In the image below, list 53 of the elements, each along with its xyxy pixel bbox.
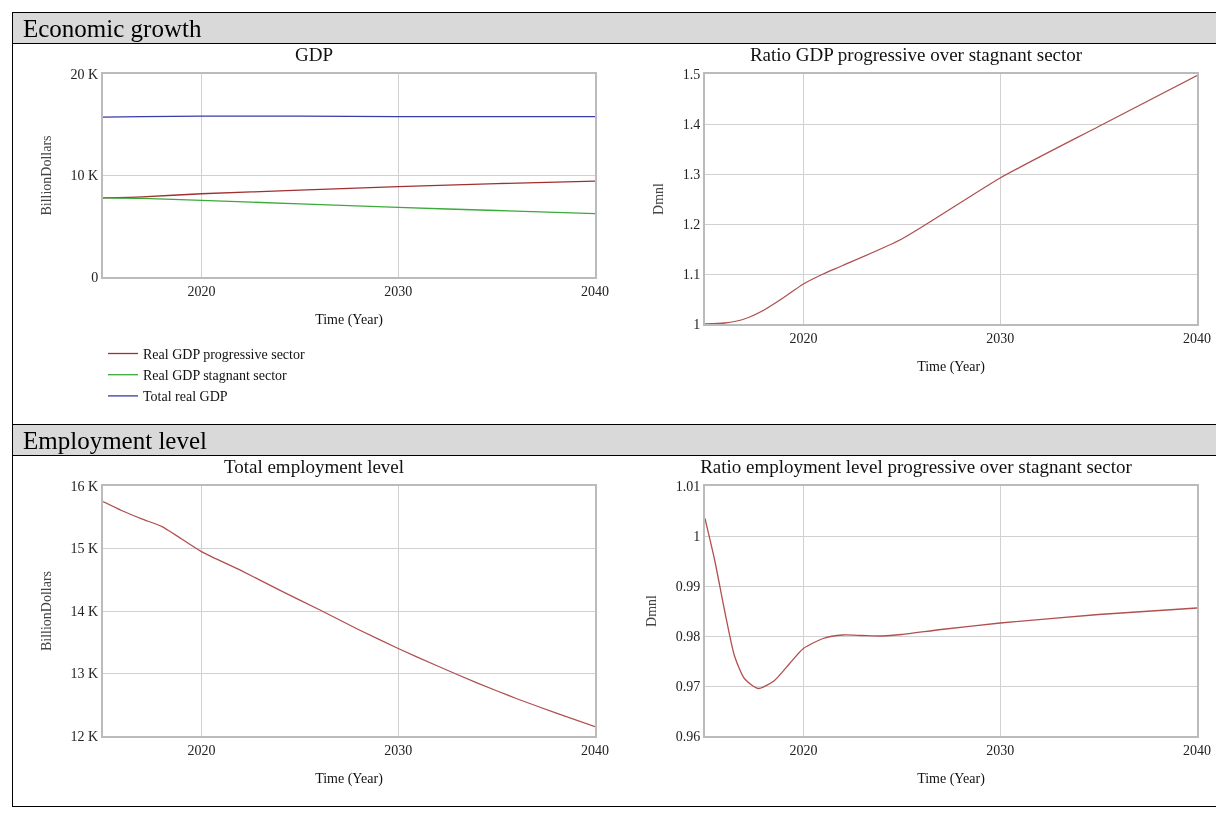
y-tick-label: 14 K bbox=[70, 603, 99, 619]
line-series bbox=[705, 74, 1197, 324]
y-tick-label: 1.01 bbox=[675, 478, 701, 494]
y-tick-label: 0 bbox=[91, 269, 99, 285]
y-tick-label: 0.98 bbox=[675, 628, 701, 644]
y-tick-label: 15 K bbox=[70, 541, 99, 557]
x-tick-label: 2030 bbox=[384, 283, 413, 299]
y-tick-label: 12 K bbox=[70, 728, 99, 744]
y-tick-label: 0.96 bbox=[675, 728, 701, 744]
y-tick-label: 10 K bbox=[70, 168, 99, 184]
x-axis-title: Time (Year) bbox=[917, 770, 986, 787]
y-tick-label: 1.4 bbox=[682, 116, 701, 132]
y-tick-label: 1.1 bbox=[682, 266, 701, 282]
x-tick-label: 2030 bbox=[384, 742, 413, 758]
y-tick-label: 13 K bbox=[70, 666, 99, 682]
y-axis-title: Dmnl bbox=[650, 182, 666, 215]
y-axis-title: Dmnl bbox=[643, 594, 659, 627]
y-tick-label: 20 K bbox=[70, 66, 99, 82]
y-tick-label: 0.97 bbox=[675, 678, 701, 694]
text: Economic growth bbox=[13, 13, 1216, 44]
legend-label: Real GDP stagnant sector bbox=[143, 368, 288, 384]
line-series bbox=[103, 500, 595, 728]
x-tick-label: 2040 bbox=[581, 283, 609, 299]
x-tick-label: 2040 bbox=[581, 742, 609, 758]
x-tick-label: 2020 bbox=[789, 742, 818, 758]
x-tick-label: 2020 bbox=[789, 330, 818, 346]
x-tick-label: 2040 bbox=[1183, 330, 1211, 346]
y-tick-label: 1 bbox=[693, 528, 701, 544]
legend-label: Total real GDP bbox=[143, 389, 228, 405]
chart-title: Ratio GDP progressive over stagnant sector bbox=[749, 44, 1083, 66]
y-axis-title: BillionDollars bbox=[38, 570, 54, 652]
x-tick-label: 2030 bbox=[986, 330, 1015, 346]
y-tick-label: 1.3 bbox=[682, 166, 701, 182]
x-axis-title: Time (Year) bbox=[315, 311, 384, 328]
line-series bbox=[705, 517, 1197, 690]
chart-title: GDP bbox=[294, 44, 334, 66]
x-axis-title: Time (Year) bbox=[917, 358, 986, 375]
line-series bbox=[103, 197, 595, 215]
chart-title: Ratio employment level progressive over stagnant sector bbox=[700, 456, 1133, 478]
legend-label: Real GDP progressive sector bbox=[143, 346, 305, 362]
x-axis-title: Time (Year) bbox=[315, 770, 384, 787]
y-axis-title: BillionDollars bbox=[38, 135, 54, 216]
y-tick-label: 1.5 bbox=[682, 66, 701, 82]
x-tick-label: 2040 bbox=[1183, 742, 1211, 758]
text: Employment level bbox=[13, 425, 1216, 456]
y-tick-label: 1.2 bbox=[682, 216, 701, 232]
x-tick-label: 2030 bbox=[986, 742, 1015, 758]
y-tick-label: 1 bbox=[693, 316, 701, 332]
x-tick-label: 2020 bbox=[187, 283, 216, 299]
x-tick-label: 2020 bbox=[187, 742, 216, 758]
y-tick-label: 16 K bbox=[70, 478, 99, 494]
chart-title: Total employment level bbox=[223, 456, 405, 478]
y-tick-label: 0.99 bbox=[675, 578, 701, 594]
